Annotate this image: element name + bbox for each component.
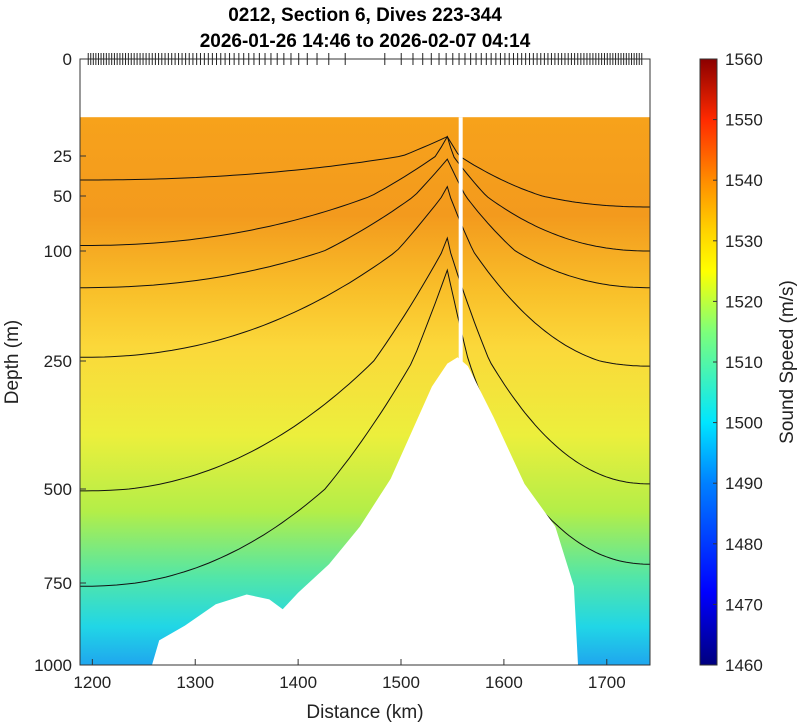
- contour-line-1535: [80, 135, 650, 208]
- x-tick-label: 1500: [382, 673, 420, 692]
- colorbar-tick-label: 1530: [725, 232, 763, 251]
- x-tick-label: 1600: [485, 673, 523, 692]
- x-tick-label: 1200: [73, 673, 111, 692]
- y-tick-label: 50: [53, 187, 72, 206]
- contour-lines: [80, 135, 650, 587]
- y-tick-label: 100: [44, 242, 72, 261]
- colorbar-tick-label: 1510: [725, 353, 763, 372]
- y-tick-label: 1000: [34, 656, 72, 675]
- colorbar-tick-label: 1470: [725, 595, 763, 614]
- contour-line-1525: [80, 158, 650, 289]
- colorbar-tick-label: 1560: [725, 50, 763, 69]
- colorbar-tick-label: 1490: [725, 474, 763, 493]
- x-tick-label: 1400: [279, 673, 317, 692]
- x-axis: 1200 1300 1400 1500 1600 1700: [73, 659, 626, 692]
- plot-frame: [79, 58, 651, 666]
- colorbar-tick-label: 1460: [725, 656, 763, 675]
- colorbar-tick-label: 1540: [725, 171, 763, 190]
- y-tick-label: 25: [53, 147, 72, 166]
- colorbar-ticks: 1460 1470 1480 1490 1500 1510 1520 1530 1540 1550…: [713, 50, 763, 675]
- contour-line-1520: [80, 185, 650, 367]
- colorbar-tick-label: 1480: [725, 535, 763, 554]
- bathymetry-mask: [80, 357, 650, 665]
- y-axis: 0 25 50 100 250 500 750 1000: [34, 50, 86, 675]
- y-tick-label: 500: [44, 480, 72, 499]
- colorbar-tick-label: 1520: [725, 292, 763, 311]
- data-gap-strip: [458, 117, 463, 364]
- y-axis-label: Depth (m): [2, 320, 23, 404]
- colorbar-tick-label: 1550: [725, 111, 763, 130]
- colorbar-tick-label: 1500: [725, 414, 763, 433]
- dive-markers: [87, 53, 643, 65]
- colorbar-label: Sound Speed (m/s): [777, 280, 798, 444]
- x-tick-label: 1700: [588, 673, 626, 692]
- contour-line-1505: [80, 268, 650, 587]
- contour-line-1515: [80, 236, 650, 492]
- x-axis-label: Distance (km): [306, 702, 423, 723]
- y-tick-label: 0: [63, 50, 72, 69]
- y-tick-label: 250: [44, 352, 72, 371]
- y-tick-label: 750: [44, 574, 72, 593]
- x-tick-label: 1300: [176, 673, 214, 692]
- chart-title-line1: 0212, Section 6, Dives 223-344: [228, 5, 502, 26]
- chart-title-line2: 2026-01-26 14:46 to 2026-02-07 04:14: [200, 31, 531, 52]
